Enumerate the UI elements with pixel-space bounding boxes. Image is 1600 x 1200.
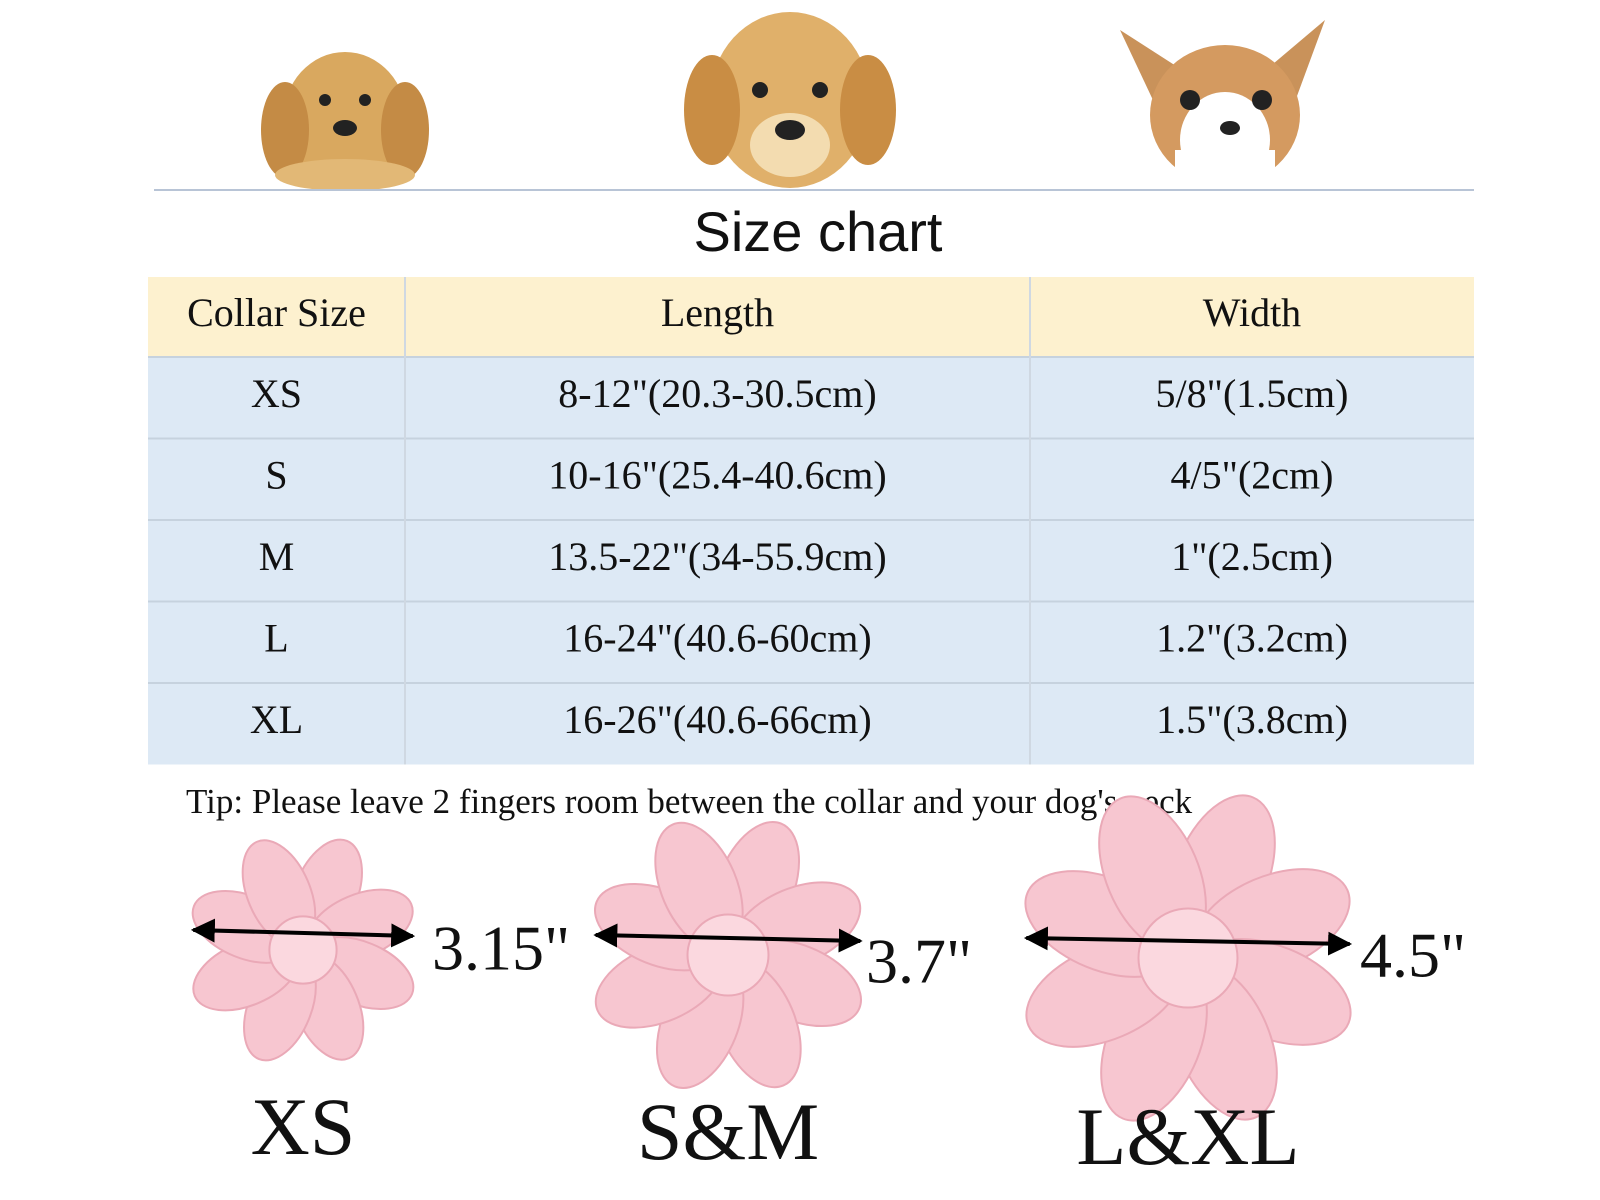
measure-arrow xyxy=(593,923,863,953)
tip: Tip: Please leave 2 fingers room between… xyxy=(186,782,1193,821)
column-header: Length xyxy=(661,290,774,335)
table-cell: XL xyxy=(250,697,303,742)
table-row xyxy=(148,601,1474,683)
table-cell: 1.5"(3.8cm) xyxy=(1156,697,1348,742)
size-table: Collar Size Length Width XS 8-12"(20.3-30.5c… xyxy=(148,277,1474,765)
measurement: 3.15" xyxy=(432,913,570,984)
title: Size chart xyxy=(694,200,943,263)
measurement: 4.5" xyxy=(1360,920,1466,991)
table-cell: 8-12"(20.3-30.5cm) xyxy=(558,371,876,416)
flower xyxy=(190,838,416,1062)
table-cell: XS xyxy=(251,371,302,416)
flower-center xyxy=(686,913,770,997)
table-row xyxy=(148,357,1474,439)
column-header: Width xyxy=(1203,290,1301,335)
dog-left xyxy=(261,52,429,191)
table-cell: 16-24"(40.6-60cm) xyxy=(563,615,871,660)
table-cell: 13.5-22"(34-55.9cm) xyxy=(548,534,886,579)
table-cell: M xyxy=(259,534,295,579)
table-row xyxy=(148,683,1474,765)
measure-arrow xyxy=(1023,926,1353,956)
measurement: 3.7" xyxy=(866,926,972,997)
table-cell: 5/8"(1.5cm) xyxy=(1156,371,1349,416)
header-row xyxy=(148,277,1474,357)
table-cell: 1"(2.5cm) xyxy=(1171,534,1333,579)
size-label: XS xyxy=(251,1081,356,1172)
size-label: S&M xyxy=(637,1086,819,1177)
size-label: L&XL xyxy=(1076,1091,1299,1182)
table-cell: L xyxy=(264,615,288,660)
column-header: Collar Size xyxy=(187,290,366,335)
flowers: 3.15" XS 3.7" S&M 4.5" L&XL xyxy=(190,794,1466,1182)
table-row xyxy=(148,438,1474,520)
table-cell: 10-16"(25.4-40.6cm) xyxy=(548,452,886,497)
table-cell: S xyxy=(265,452,287,497)
measure-arrow xyxy=(190,918,416,948)
flower-center xyxy=(268,915,338,985)
dog-middle xyxy=(684,12,896,188)
flower-center xyxy=(1137,907,1239,1009)
dog-right xyxy=(1120,20,1325,188)
table-cell: 16-26"(40.6-66cm) xyxy=(563,697,871,742)
table-row xyxy=(148,520,1474,602)
flower xyxy=(1023,794,1353,1122)
table-cell: 1.2"(3.2cm) xyxy=(1156,615,1348,660)
table-cell: 4/5"(2cm) xyxy=(1171,452,1334,497)
flower xyxy=(593,820,863,1090)
